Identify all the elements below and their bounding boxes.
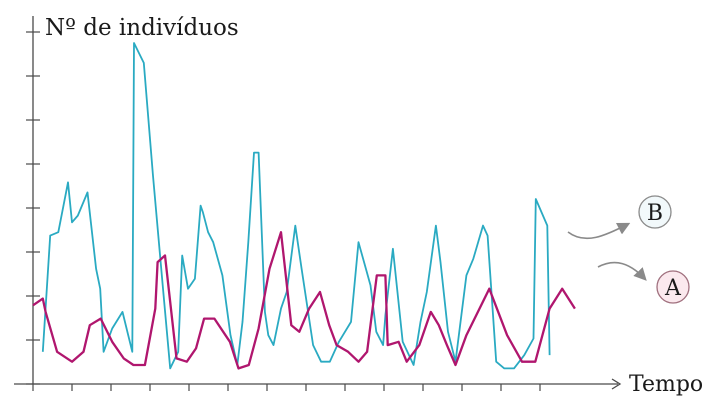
y-axis-label: Nº de indivíduos (45, 15, 239, 41)
legend-b-label: B (647, 201, 663, 226)
series-a-line (32, 231, 576, 370)
series-b (41, 42, 551, 370)
legend-a-label: A (664, 276, 682, 301)
legend-a-circle (656, 270, 690, 304)
legend-a: A (656, 270, 690, 304)
x-axis-label: Tempo (629, 372, 703, 396)
x-axis-arrow-icon (611, 378, 622, 390)
legend-b: B (638, 195, 672, 229)
series-a (32, 231, 576, 370)
legend-b-circle (638, 195, 672, 229)
series-b-pointer (567, 222, 631, 240)
axis-ticks (26, 31, 541, 391)
series-a-pointer (597, 261, 647, 281)
series-b-line (41, 42, 551, 370)
